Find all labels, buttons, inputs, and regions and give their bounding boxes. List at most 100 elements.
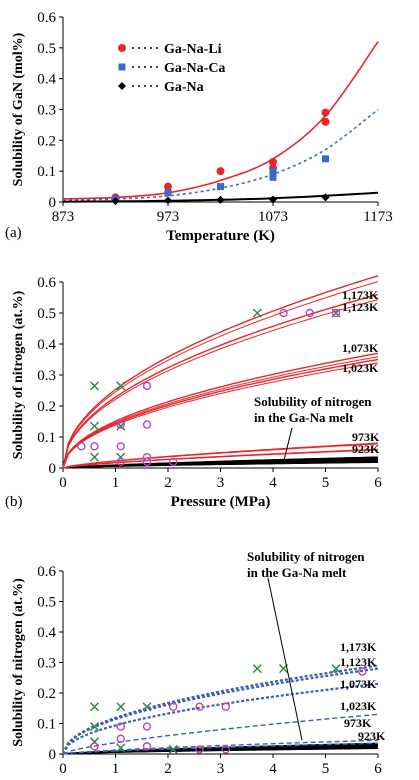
curve-973K <box>62 739 379 755</box>
curve-1,073K <box>62 352 379 469</box>
marker-o <box>142 722 152 731</box>
data-point-ga-na-li <box>321 108 330 117</box>
curve-label-973K: 973K <box>352 430 380 444</box>
data-point-ga-na <box>321 193 330 202</box>
y-tick-label-c: 0.5 <box>37 595 56 611</box>
ga-na-melt-line <box>62 456 379 469</box>
x-tick-label-c: 1 <box>112 761 120 775</box>
curve-label-1,173K: 1,173K <box>340 640 377 654</box>
x-tick-label-b: 5 <box>322 475 330 491</box>
y-axis-title-c: Solubility of nitrogen (at.%) <box>11 578 26 747</box>
marker-x <box>331 664 341 674</box>
marker-x-stroke <box>116 743 126 753</box>
x-tick-label-a: 873 <box>52 209 75 225</box>
y-tick-label-a: 0.3 <box>37 103 56 119</box>
annotation-arrow <box>267 577 303 741</box>
curve-1,073K <box>62 682 379 755</box>
curve-label-1,073K: 1,073K <box>340 677 377 691</box>
x-tick-label-b: 6 <box>374 475 382 491</box>
y-tick-label-b: 0.6 <box>37 275 56 291</box>
x-tick-label-b: 4 <box>269 475 277 491</box>
y-tick-label-a: 0.4 <box>37 72 56 88</box>
y-axis-title-a: Solubility of GaN (mol%) <box>11 32 26 186</box>
annotation-line-1: Solubility of nitrogen <box>254 394 372 409</box>
legend-label-ga-na-li: Ga-Na-Li <box>164 42 222 57</box>
marker-o <box>90 742 99 751</box>
marker-o <box>116 734 125 743</box>
marker-x <box>168 744 178 754</box>
marker-x-stroke <box>252 308 262 318</box>
y-axis-title-b: Solubility of nitrogen (at.%) <box>11 290 26 459</box>
marker-x <box>89 722 100 732</box>
marker-x-stroke <box>331 664 341 674</box>
marker-o <box>195 745 204 754</box>
marker-o <box>116 420 125 429</box>
x-tick-label-a: 973 <box>157 209 180 225</box>
x-tick-label-b: 1 <box>112 475 120 491</box>
curve-923K <box>62 742 379 755</box>
panel-label-a: (a) <box>5 225 22 241</box>
curve-label-1,123K: 1,123K <box>340 655 377 669</box>
marker-x <box>89 421 100 431</box>
y-tick-label-b: 0.5 <box>37 306 56 322</box>
data-point-ga-na-li <box>216 167 225 176</box>
marker-o <box>169 457 178 466</box>
marker-x <box>116 743 126 753</box>
data-point-ga-na-ca <box>217 183 224 191</box>
marker-x <box>89 702 100 712</box>
data-point-ga-na <box>269 195 277 204</box>
data-point-ga-na-ca <box>269 173 277 181</box>
marker-o <box>142 452 152 462</box>
x-tick-label-c: 0 <box>59 761 67 775</box>
marker-x <box>252 308 262 318</box>
x-tick-label-c: 4 <box>269 761 277 775</box>
marker-o <box>221 702 230 711</box>
legend-marker-ga-na <box>118 82 126 90</box>
x-tick-label-b: 3 <box>217 475 225 491</box>
y-tick-label-c: 0.6 <box>37 564 56 580</box>
curve-label-1,173K: 1,173K <box>342 288 379 302</box>
marker-o <box>77 442 86 451</box>
x-tick-label-a: 1073 <box>258 209 288 225</box>
marker-x <box>252 664 262 674</box>
x-tick-label-b: 0 <box>59 475 67 491</box>
curve-label-1,073K: 1,073K <box>342 341 379 355</box>
y-tick-label-a: 0.5 <box>37 41 56 57</box>
curve-1,023K <box>62 713 379 755</box>
x-tick-label-c: 2 <box>164 761 172 775</box>
curve-label-1,123K: 1,123K <box>342 300 379 314</box>
marker-x <box>142 702 152 712</box>
curve-1,173K-pair <box>62 281 379 469</box>
marker-o <box>221 745 230 754</box>
curve-1,123K <box>62 667 379 755</box>
curve-1,073K-pair <box>62 356 379 469</box>
y-tick-label-a: 0.2 <box>37 133 56 149</box>
legend-label-ga-na-ca: Ga-Na-Ca <box>164 61 225 76</box>
data-point-ga-na-ca <box>164 189 172 197</box>
curve-label-1,023K: 1,023K <box>342 361 379 375</box>
curve-1,173K <box>62 664 379 755</box>
curve-973K-pair <box>62 443 379 469</box>
data-point-ga-na-li <box>269 157 277 166</box>
y-tick-label-c: 0.2 <box>37 686 56 702</box>
marker-o <box>116 722 125 731</box>
marker-x-stroke <box>168 744 178 754</box>
data-point-ga-na-li <box>164 182 172 191</box>
data-point-ga-na-ca <box>269 167 277 175</box>
marker-x-stroke <box>89 421 100 431</box>
marker-x <box>89 381 100 391</box>
curve-1,123K <box>62 293 379 469</box>
marker-x <box>89 452 100 462</box>
marker-o <box>116 442 125 451</box>
y-tick-label-b: 0.1 <box>37 430 56 446</box>
y-tick-label-c: 0.4 <box>37 625 56 641</box>
marker-o <box>169 702 178 711</box>
marker-o <box>195 702 204 711</box>
y-tick-label-b: 0 <box>49 461 57 477</box>
data-point-ga-na <box>216 195 225 204</box>
curve-1,023K <box>62 358 379 469</box>
marker-o <box>142 742 152 751</box>
marker-x-stroke <box>142 702 152 712</box>
marker-x-stroke <box>89 452 100 462</box>
